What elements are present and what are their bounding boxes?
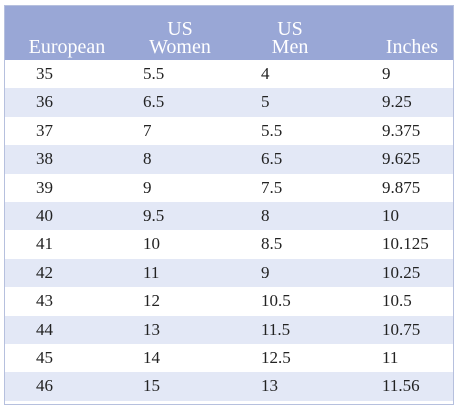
- header-inches-label: Inches: [385, 36, 439, 58]
- cell-inches: 11.56: [382, 376, 420, 396]
- table-row: 46 15 13 11.56: [5, 372, 453, 401]
- cell-us-women: 14: [143, 347, 160, 367]
- cell-us-women: 13: [143, 319, 160, 339]
- cell-us-women: 15: [143, 376, 160, 396]
- header-european: European: [25, 6, 109, 60]
- table-body: 35 5.5 4 9 36 6.5 5 9.25 37 7 5.5 9.375 …: [5, 60, 453, 401]
- table-row: 39 9 7.5 9.875: [5, 174, 453, 202]
- cell-us-men: 5: [261, 92, 270, 112]
- table-row: 43 12 10.5 10.5: [5, 287, 453, 315]
- cell-european: 46: [36, 376, 53, 396]
- header-european-label: European: [28, 36, 106, 58]
- cell-us-women: 9: [143, 177, 152, 197]
- size-conversion-table: European US Women US Men Inches 35 5.5 4…: [4, 5, 454, 405]
- table-header: European US Women US Men Inches: [5, 6, 453, 60]
- cell-us-men: 13: [261, 376, 278, 396]
- cell-european: 43: [36, 291, 53, 311]
- table-row: 42 11 9 10.25: [5, 258, 453, 288]
- cell-inches: 10.125: [382, 234, 429, 254]
- cell-us-men: 5.5: [261, 120, 283, 140]
- table-row: 35 5.5 4 9: [5, 60, 453, 88]
- table-row: 38 8 6.5 9.625: [5, 145, 453, 174]
- cell-european: 41: [36, 234, 53, 254]
- table-row: 45 14 12.5 11: [5, 344, 453, 372]
- cell-inches: 11: [382, 347, 399, 367]
- cell-inches: 10.25: [382, 262, 421, 282]
- cell-us-men: 10.5: [261, 291, 291, 311]
- cell-us-men: 6.5: [261, 149, 283, 169]
- cell-european: 37: [36, 120, 53, 140]
- header-us-women-line2: Women: [149, 36, 211, 58]
- table-row: 44 13 11.5 10.75: [5, 315, 453, 344]
- cell-us-women: 12: [143, 291, 160, 311]
- cell-us-men: 11.5: [261, 319, 291, 339]
- cell-european: 36: [36, 92, 53, 112]
- cell-us-women: 10: [143, 234, 160, 254]
- header-us-women-line1: US: [167, 18, 193, 40]
- cell-inches: 9: [382, 64, 391, 83]
- cell-european: 39: [36, 177, 53, 197]
- cell-inches: 9.875: [382, 177, 421, 197]
- table-row: 40 9.5 8 10: [5, 201, 453, 231]
- cell-us-women: 8: [143, 149, 152, 169]
- cell-us-women: 7: [143, 120, 152, 140]
- cell-us-men: 9: [261, 262, 270, 282]
- table-row: 36 6.5 5 9.25: [5, 88, 453, 117]
- cell-european: 45: [36, 347, 53, 367]
- header-us-women: US Women: [145, 6, 215, 60]
- cell-inches: 10.75: [382, 319, 421, 339]
- cell-inches: 9.375: [382, 120, 421, 140]
- cell-us-women: 9.5: [143, 205, 165, 225]
- cell-european: 42: [36, 262, 53, 282]
- cell-inches: 9.25: [382, 92, 412, 112]
- cell-european: 38: [36, 149, 53, 169]
- cell-european: 40: [36, 205, 53, 225]
- cell-us-women: 6.5: [143, 92, 165, 112]
- cell-inches: 10: [382, 205, 399, 225]
- cell-us-women: 5.5: [143, 64, 165, 83]
- header-us-men: US Men: [265, 6, 315, 60]
- header-us-men-line2: Men: [271, 36, 309, 58]
- table-row: 41 10 8.5 10.125: [5, 230, 453, 258]
- cell-us-men: 7.5: [261, 177, 283, 197]
- header-us-men-line1: US: [277, 18, 303, 40]
- cell-european: 35: [36, 64, 53, 83]
- cell-us-men: 8: [261, 205, 270, 225]
- table-row: 37 7 5.5 9.375: [5, 117, 453, 145]
- header-inches: Inches: [381, 6, 443, 60]
- cell-us-men: 8.5: [261, 234, 283, 254]
- cell-us-men: 12.5: [261, 347, 291, 367]
- cell-us-women: 11: [143, 262, 160, 282]
- cell-inches: 9.625: [382, 149, 421, 169]
- cell-inches: 10.5: [382, 291, 412, 311]
- cell-us-men: 4: [261, 64, 270, 83]
- cell-european: 44: [36, 319, 53, 339]
